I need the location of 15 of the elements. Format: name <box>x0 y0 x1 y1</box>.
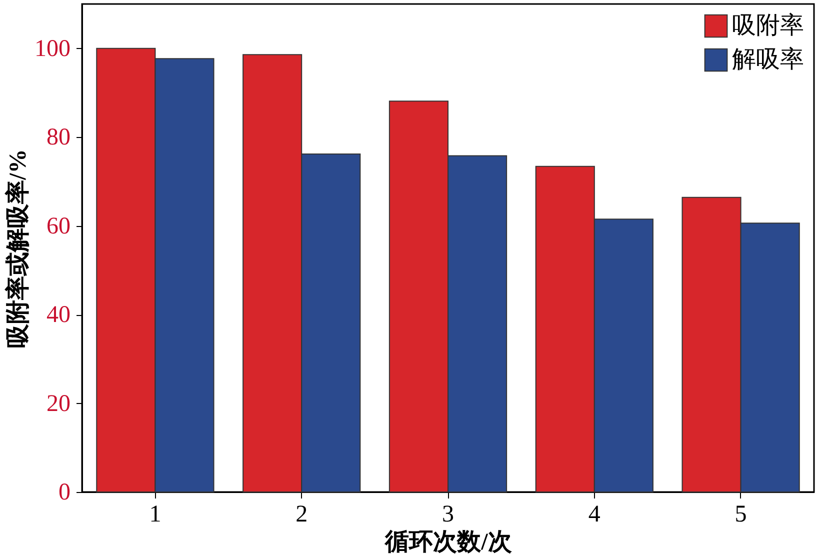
legend-label: 解吸率 <box>732 46 804 73</box>
y-tick-label: 40 <box>46 302 70 328</box>
x-tick-label: 3 <box>442 502 454 528</box>
y-tick-label: 80 <box>46 124 70 151</box>
x-tick-label: 1 <box>149 502 162 528</box>
y-tick-label: 100 <box>34 36 70 62</box>
x-tick-label: 5 <box>734 502 747 528</box>
x-axis-title: 循环次数/次 <box>384 530 513 556</box>
y-tick-label: 60 <box>46 213 70 240</box>
x-tick-label: 4 <box>588 502 600 528</box>
x-tick-label: 2 <box>296 502 308 528</box>
y-tick-label: 20 <box>46 390 70 417</box>
y-tick-label: 0 <box>58 480 70 506</box>
y-axis-title: 吸附率或解吸率/% <box>4 149 32 348</box>
legend-label: 吸附率 <box>732 12 804 39</box>
